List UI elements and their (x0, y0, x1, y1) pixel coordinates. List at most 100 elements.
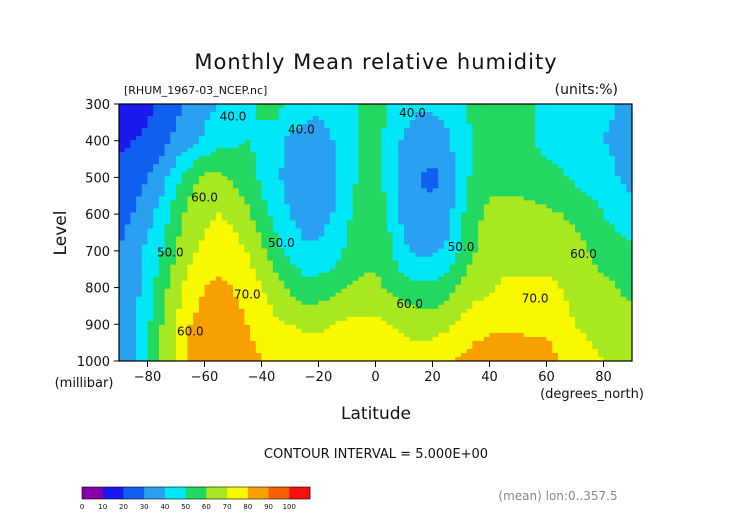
field-cell (375, 268, 382, 274)
field-cell (609, 232, 616, 238)
field-cell (335, 164, 342, 169)
field-cell (176, 180, 183, 185)
field-cell (432, 260, 439, 266)
field-cell (592, 104, 599, 109)
field-cell (432, 136, 439, 141)
field-cell (158, 184, 166, 189)
field-cell (432, 240, 439, 246)
field-cell (255, 184, 263, 189)
field-cell (518, 260, 525, 266)
field-cell (575, 216, 582, 222)
field-cell (540, 212, 548, 218)
field-cell (375, 152, 382, 157)
field-cell (557, 184, 565, 189)
field-cell (506, 320, 513, 326)
field-cell (540, 240, 548, 246)
field-cell (153, 224, 160, 230)
field-cell (329, 324, 337, 330)
field-cell (267, 260, 274, 266)
field-cell (187, 180, 194, 185)
field-cell (119, 112, 126, 117)
field-cell (472, 224, 479, 230)
field-cell (119, 192, 126, 197)
field-cell (119, 216, 126, 222)
field-cell (358, 316, 365, 322)
field-cell (443, 128, 451, 133)
field-cell (586, 288, 593, 294)
field-cell (210, 136, 217, 141)
field-cell (272, 156, 280, 161)
field-cell (272, 184, 280, 189)
field-cell (221, 112, 228, 117)
field-cell (535, 200, 542, 205)
field-cell (421, 276, 428, 282)
field-cell (187, 276, 194, 282)
field-cell (620, 208, 627, 214)
field-cell (415, 280, 422, 286)
field-cell (404, 156, 411, 161)
field-cell (426, 224, 434, 230)
field-cell (529, 268, 536, 274)
field-cell (415, 184, 422, 189)
field-cell (404, 236, 411, 242)
field-cell (540, 296, 548, 302)
field-cell (153, 204, 160, 210)
field-cell (603, 128, 610, 133)
field-cell (592, 160, 599, 165)
field-cell (586, 192, 593, 197)
field-cell (176, 252, 183, 258)
field-cell (318, 224, 325, 230)
field-cell (176, 220, 183, 226)
field-cell (506, 140, 513, 145)
field-cell (347, 320, 354, 326)
field-cell (119, 312, 126, 318)
field-cell (119, 292, 126, 298)
field-cell (364, 272, 371, 278)
field-cell (557, 124, 565, 129)
field-cell (267, 288, 274, 294)
field-cell (335, 264, 342, 270)
field-cell (597, 192, 605, 197)
field-cell (392, 272, 399, 278)
field-cell (518, 224, 525, 230)
field-cell (586, 136, 593, 141)
field-cell (295, 296, 302, 302)
field-cell (187, 112, 194, 117)
field-cell (557, 192, 565, 197)
field-cell (386, 140, 394, 145)
field-cell (603, 272, 610, 278)
field-cell (540, 252, 548, 258)
field-cell (347, 112, 354, 117)
field-cell (261, 260, 268, 266)
field-cell (381, 144, 388, 149)
field-cell (614, 308, 622, 314)
field-cell (244, 252, 251, 258)
field-cell (580, 296, 587, 302)
field-cell (580, 180, 587, 185)
field-cell (153, 192, 160, 197)
field-cell (569, 180, 576, 185)
field-cell (404, 104, 411, 109)
field-cell (529, 276, 536, 282)
field-cell (603, 156, 610, 161)
field-cell (335, 228, 342, 234)
field-cell (426, 320, 434, 326)
field-cell (597, 216, 605, 222)
field-cell (307, 284, 314, 290)
field-cell (426, 260, 434, 266)
field-cell (552, 260, 559, 266)
field-cell (495, 184, 502, 189)
field-cell (238, 200, 245, 205)
field-cell (461, 320, 468, 326)
field-cell (489, 152, 496, 157)
field-cell (158, 300, 166, 306)
field-cell (124, 172, 131, 177)
field-cell (369, 224, 377, 230)
field-cell (164, 124, 171, 129)
field-cell (575, 132, 582, 137)
field-cell (250, 112, 257, 117)
field-cell (312, 160, 320, 165)
field-cell (472, 280, 479, 286)
field-cell (176, 240, 183, 246)
field-cell (318, 120, 325, 125)
